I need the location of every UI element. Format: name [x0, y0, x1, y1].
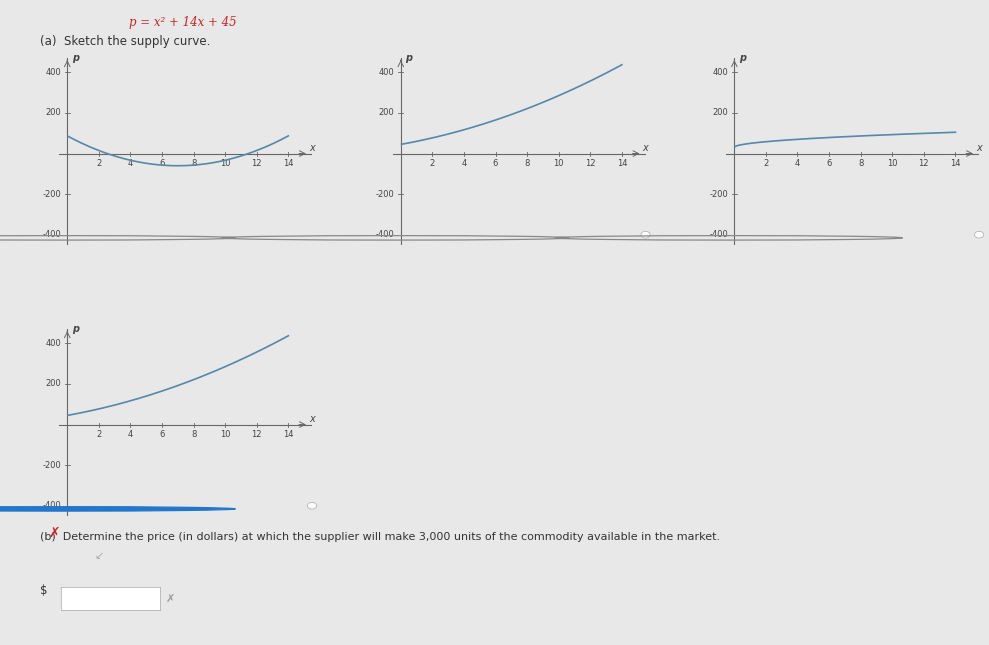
Text: 4: 4: [795, 159, 800, 168]
Text: -200: -200: [43, 461, 61, 470]
Text: 14: 14: [616, 159, 627, 168]
Text: p: p: [72, 54, 79, 63]
Text: 400: 400: [712, 68, 728, 77]
Text: 8: 8: [524, 159, 530, 168]
Text: 400: 400: [45, 339, 61, 348]
Text: -400: -400: [709, 230, 728, 239]
Text: i: i: [311, 502, 314, 509]
Text: 200: 200: [379, 108, 395, 117]
Text: (a)  Sketch the supply curve.: (a) Sketch the supply curve.: [40, 35, 210, 48]
Circle shape: [308, 502, 316, 509]
Text: 4: 4: [461, 159, 467, 168]
Text: 10: 10: [887, 159, 897, 168]
Text: x: x: [310, 414, 315, 424]
Text: x: x: [310, 143, 315, 153]
Text: -200: -200: [709, 190, 728, 199]
Text: 6: 6: [827, 159, 832, 168]
Text: 12: 12: [251, 430, 262, 439]
Text: 4: 4: [128, 159, 134, 168]
Text: 6: 6: [159, 159, 165, 168]
Text: 14: 14: [950, 159, 960, 168]
Text: 400: 400: [379, 68, 395, 77]
Text: -200: -200: [376, 190, 395, 199]
Text: ✗: ✗: [166, 593, 175, 604]
Text: 4: 4: [128, 430, 134, 439]
Text: 10: 10: [220, 430, 230, 439]
Text: (b)  Determine the price (in dollars) at which the supplier will make 3,000 unit: (b) Determine the price (in dollars) at …: [40, 532, 720, 542]
Text: 8: 8: [858, 159, 863, 168]
Text: -400: -400: [43, 230, 61, 239]
Text: x: x: [643, 143, 649, 153]
Text: 12: 12: [251, 159, 262, 168]
Text: -200: -200: [43, 190, 61, 199]
Circle shape: [0, 507, 235, 511]
Text: 12: 12: [585, 159, 595, 168]
Text: 200: 200: [45, 379, 61, 388]
Circle shape: [641, 232, 650, 238]
Text: 6: 6: [159, 430, 165, 439]
Text: p = x² + 14x + 45: p = x² + 14x + 45: [129, 16, 236, 29]
Text: 8: 8: [191, 430, 196, 439]
Text: 10: 10: [220, 159, 230, 168]
Text: i: i: [978, 232, 980, 238]
Text: 200: 200: [45, 108, 61, 117]
Text: 14: 14: [283, 159, 294, 168]
Text: 2: 2: [96, 159, 102, 168]
Text: 2: 2: [96, 430, 102, 439]
Text: x: x: [976, 143, 982, 153]
Text: p: p: [405, 54, 412, 63]
Text: -400: -400: [43, 501, 61, 510]
Text: 6: 6: [493, 159, 498, 168]
Text: 2: 2: [430, 159, 435, 168]
Text: i: i: [645, 232, 647, 238]
Text: 14: 14: [283, 430, 294, 439]
Text: p: p: [72, 324, 79, 335]
Text: ✗: ✗: [48, 526, 60, 540]
Text: 2: 2: [764, 159, 768, 168]
Circle shape: [974, 232, 984, 238]
Text: 12: 12: [919, 159, 929, 168]
Text: 10: 10: [554, 159, 564, 168]
Text: $: $: [40, 584, 47, 597]
Text: 200: 200: [712, 108, 728, 117]
Text: 400: 400: [45, 68, 61, 77]
Text: -400: -400: [376, 230, 395, 239]
Text: 8: 8: [191, 159, 196, 168]
Text: ↙: ↙: [94, 551, 104, 562]
Text: p: p: [739, 54, 746, 63]
